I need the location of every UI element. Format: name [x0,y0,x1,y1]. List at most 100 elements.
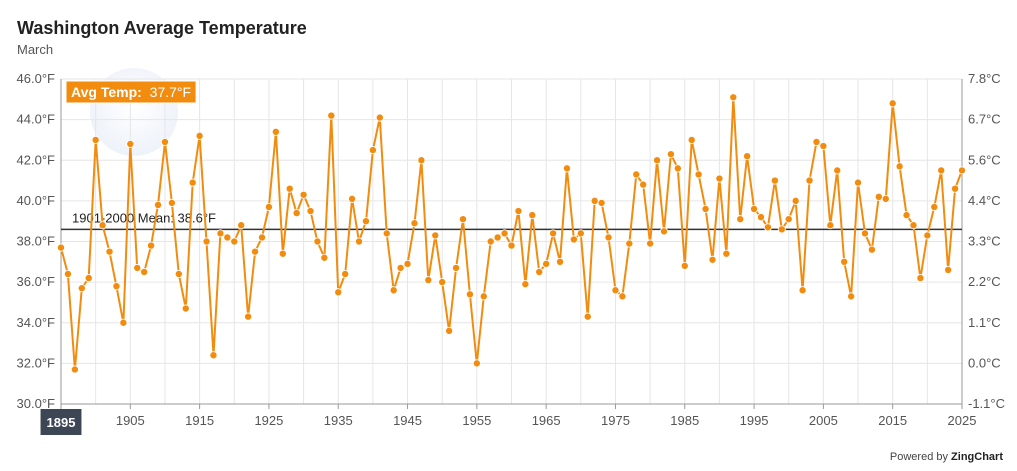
y2-tick-label: 1.1°C [968,315,1001,330]
data-point [770,176,779,185]
data-point [944,265,953,274]
data-point [327,111,336,120]
data-point [916,274,925,283]
data-point [860,229,869,238]
data-point [888,99,897,108]
data-point [126,139,135,148]
data-point [119,318,128,327]
data-point [833,166,842,175]
x-tick-label: 1905 [116,413,145,428]
tooltip-box [65,80,197,104]
data-point [368,146,377,155]
y2-tick-label: 7.8°C [968,71,1001,86]
data-point [611,286,620,295]
data-point [355,237,364,246]
data-points [57,93,967,374]
data-point [147,241,156,250]
data-point [417,156,426,165]
data-point [569,235,578,244]
data-point [750,204,759,213]
x-axis-year-badge: 1895 [40,409,82,435]
y-tick-label: 30.0°F [17,396,56,411]
x-tick-label: 1915 [185,413,214,428]
y-tick-label: 36.0°F [17,274,56,289]
data-point [431,231,440,240]
data-point [188,178,197,187]
data-point [854,178,863,187]
data-point [923,231,932,240]
data-point [639,180,648,189]
y-tick-label: 32.0°F [17,355,56,370]
data-point [341,269,350,278]
data-point [507,241,516,250]
data-point [195,131,204,140]
data-point [542,259,551,268]
data-point [812,137,821,146]
data-point [389,286,398,295]
data-point [77,284,86,293]
year-badge-box [40,409,82,435]
data-point [874,192,883,201]
y-axis-right: -1.1°C 0.0°C 1.1°C 2.2°C 3.3°C 4.4°C 5.6°C 6.7°… [961,71,1005,411]
y-tick-label: 44.0°F [17,112,56,127]
data-point [70,365,79,374]
data-point [500,229,509,238]
x-tick-label: 1975 [601,413,630,428]
data-point [535,267,544,276]
data-point [244,312,253,321]
data-point [292,209,301,218]
tooltip-text: Avg Temp: 37.7°F [71,84,191,100]
data-point [382,229,391,238]
data-point [729,93,738,102]
data-point [909,221,918,230]
y2-tick-label: -1.1°C [968,396,1005,411]
data-point [521,280,530,289]
chart-title: Washington Average Temperature [17,18,307,38]
data-point [424,276,433,285]
grid [60,78,963,405]
data-point [410,219,419,228]
data-point [257,233,266,242]
y-axis-left: 30.0°F 32.0°F 34.0°F 36.0°F 38.0°F 40.0°F 42.0… [17,71,62,411]
x-tick-label: 1955 [462,413,491,428]
tooltip-value: 37.7°F [150,84,191,100]
data-point [562,164,571,173]
data-point [264,202,273,211]
data-point [112,282,121,291]
data-point [154,200,163,209]
tooltip-label: Avg Temp: [71,84,142,100]
data-point [528,211,537,220]
data-point [618,292,627,301]
data-point [597,198,606,207]
data-point [445,326,454,335]
data-point [306,207,315,216]
year-badge-text: 1895 [47,415,76,430]
data-point [867,245,876,254]
data-point [583,312,592,321]
data-point [91,135,100,144]
data-point [133,263,142,272]
data-point [840,257,849,266]
credit-brand: ZingChart [951,451,1003,463]
data-point [63,269,72,278]
data-point [715,174,724,183]
x-tick-label: 1995 [740,413,769,428]
data-point [105,247,114,256]
data-point [590,196,599,205]
data-point [757,213,766,222]
data-point [271,127,280,136]
x-axis: 1905 1915 1925 1935 1945 1955 1965 1975 1985 1995… [60,403,977,428]
data-point [653,156,662,165]
x-tick-label: 2025 [948,413,977,428]
data-point [223,233,232,242]
mean-line-label: 1901-2000 Mean: 38.6°F [72,210,216,225]
data-point [951,184,960,193]
x-tick-label: 1935 [324,413,353,428]
data-point [285,184,294,193]
data-point [167,198,176,207]
y2-tick-label: 6.7°C [968,112,1001,127]
data-point [722,249,731,258]
data-point [646,239,655,248]
x-tick-label: 2005 [809,413,838,428]
